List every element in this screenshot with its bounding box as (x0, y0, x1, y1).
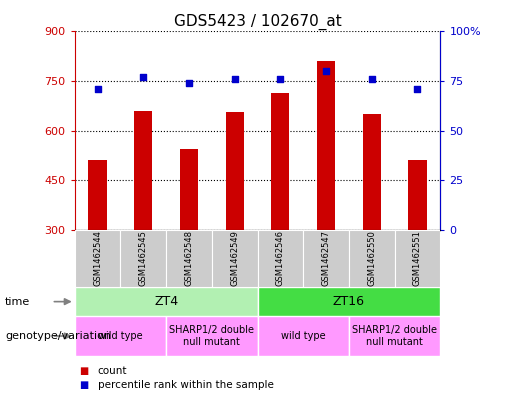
Bar (258, 287, 440, 316)
Point (231, 76, 239, 82)
Text: ZT4: ZT4 (154, 295, 178, 308)
Text: wild type: wild type (98, 331, 143, 341)
Bar (349, 316, 440, 356)
Text: GSM1462545: GSM1462545 (139, 230, 148, 286)
Point (276, 76, 284, 82)
Point (93, 86, 101, 92)
Text: GSM1462547: GSM1462547 (321, 230, 331, 286)
Text: ■: ■ (80, 380, 92, 390)
Point (139, 74, 147, 80)
Bar (134, 111, 152, 230)
Text: genotype/variation: genotype/variation (5, 331, 111, 341)
Bar (394, 230, 440, 287)
Text: ZT16: ZT16 (333, 295, 365, 308)
Bar (226, 112, 244, 230)
Text: SHARP1/2 double
null mutant: SHARP1/2 double null mutant (352, 325, 437, 347)
Point (322, 68, 330, 74)
Text: ■: ■ (80, 366, 92, 376)
Bar (166, 230, 212, 287)
Bar (212, 230, 258, 287)
Bar (363, 114, 381, 230)
Bar (349, 230, 394, 287)
Bar (303, 230, 349, 287)
Point (368, 76, 376, 82)
Text: wild type: wild type (281, 331, 325, 341)
Bar (317, 61, 335, 230)
Text: time: time (5, 297, 30, 307)
Bar (258, 316, 349, 356)
Bar (258, 230, 303, 287)
Bar (75, 287, 258, 316)
Point (185, 80, 193, 86)
Bar (271, 93, 289, 230)
Bar (89, 160, 107, 230)
Text: GSM1462548: GSM1462548 (184, 230, 194, 286)
Text: count: count (98, 366, 127, 376)
Bar (75, 316, 166, 356)
Bar (408, 160, 426, 230)
Text: GSM1462544: GSM1462544 (93, 230, 102, 286)
Point (414, 86, 422, 92)
Text: GSM1462546: GSM1462546 (276, 230, 285, 286)
Text: SHARP1/2 double
null mutant: SHARP1/2 double null mutant (169, 325, 254, 347)
Text: GDS5423 / 102670_at: GDS5423 / 102670_at (174, 14, 341, 30)
Text: GSM1462550: GSM1462550 (367, 230, 376, 286)
Bar (121, 230, 166, 287)
Text: GSM1462549: GSM1462549 (230, 230, 239, 286)
Text: percentile rank within the sample: percentile rank within the sample (98, 380, 274, 390)
Bar (166, 316, 258, 356)
Text: GSM1462551: GSM1462551 (413, 230, 422, 286)
Bar (75, 230, 121, 287)
Bar (180, 149, 198, 230)
